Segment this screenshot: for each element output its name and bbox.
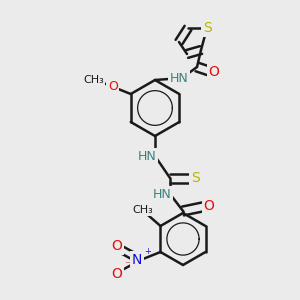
- Text: O: O: [208, 65, 219, 79]
- Text: S: S: [190, 171, 200, 185]
- Text: S: S: [202, 21, 211, 35]
- Text: ⁻: ⁻: [124, 260, 130, 270]
- Text: HN: HN: [153, 188, 171, 200]
- Text: O: O: [111, 239, 122, 253]
- Text: +: +: [145, 247, 152, 256]
- Text: O: O: [111, 267, 122, 281]
- Text: N: N: [132, 253, 142, 267]
- Text: HN: HN: [169, 71, 188, 85]
- Text: O: O: [204, 199, 214, 213]
- Text: O: O: [108, 80, 118, 92]
- Text: CH₃: CH₃: [132, 205, 153, 215]
- Text: CH₃: CH₃: [83, 75, 104, 85]
- Text: HN: HN: [138, 149, 156, 163]
